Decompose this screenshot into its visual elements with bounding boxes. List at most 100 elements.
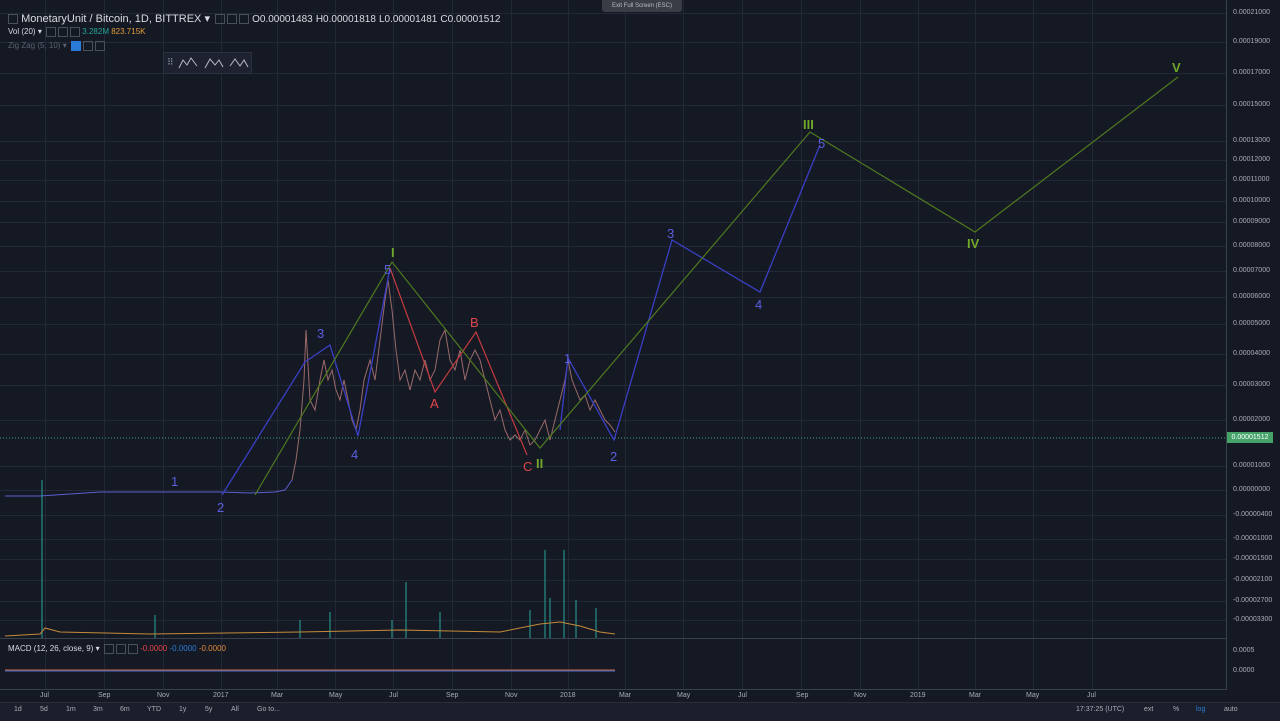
volume-value: 3.282M — [82, 27, 109, 37]
blue-wave-lines — [221, 267, 391, 496]
timeframe-1d[interactable]: 1d — [14, 706, 22, 713]
remove-icon[interactable] — [127, 644, 138, 654]
price-tick: 0.00004000 — [1233, 350, 1270, 357]
price-tick: 0.00021000 — [1233, 9, 1270, 16]
grid-line — [1033, 0, 1034, 690]
ext-toggle[interactable]: ext — [1144, 706, 1154, 713]
log-toggle[interactable]: log — [1196, 706, 1206, 713]
wave-tool-icon[interactable] — [229, 56, 249, 70]
blue-wave-lines-2 — [559, 144, 821, 442]
grid-line — [975, 0, 976, 690]
timeframe-5y[interactable]: 5y — [205, 706, 213, 713]
grid-line — [0, 354, 1226, 355]
green-wave-lines — [254, 76, 1179, 496]
price-axis[interactable]: 0.00021000 0.00019000 0.00017000 0.00015… — [1226, 0, 1280, 690]
timeframe-ytd[interactable]: YTD — [147, 706, 161, 713]
hide-icon[interactable] — [115, 644, 126, 654]
grid-line — [0, 201, 1226, 202]
pane-separator[interactable] — [0, 689, 1280, 690]
wave-label-green-iv: IV — [967, 236, 980, 251]
time-axis[interactable]: Jul Sep Nov 2017 Mar May Jul Sep Nov 201… — [0, 690, 1226, 702]
goto-date-button[interactable]: Go to... — [257, 706, 280, 713]
timeframe-1y[interactable]: 1y — [179, 706, 187, 713]
hide-icon[interactable] — [58, 27, 69, 37]
hide-icon[interactable] — [227, 14, 238, 25]
grid-line — [860, 0, 861, 690]
macd-hist-value: -0.0000 — [140, 644, 168, 654]
dropdown-icon[interactable]: ▾ — [204, 13, 210, 25]
price-tick: 0.00002000 — [1233, 416, 1270, 423]
grid-line — [0, 246, 1226, 247]
settings-icon[interactable] — [82, 41, 93, 51]
wave-tool-icon[interactable] — [204, 56, 224, 70]
grid-line — [0, 620, 1226, 621]
price-tick: 0.00003000 — [1233, 381, 1270, 388]
time-tick: 2017 — [213, 692, 229, 699]
grid-line — [0, 559, 1226, 560]
grid-line — [0, 160, 1226, 161]
price-chart — [0, 76, 1226, 672]
drag-handle-icon[interactable]: ⠿ — [167, 57, 174, 67]
ohlc-low-label: L — [378, 14, 385, 25]
grid-line — [0, 515, 1226, 516]
ohlc-low: 0.00001481 — [384, 14, 438, 25]
dropdown-icon[interactable]: ▾ — [95, 644, 100, 654]
auto-toggle[interactable]: auto — [1224, 706, 1238, 713]
wave-tool-icon[interactable] — [178, 56, 198, 70]
time-tick: 2019 — [910, 692, 926, 699]
grid-line — [163, 0, 164, 690]
visibility-icon[interactable] — [70, 41, 81, 51]
time-tick: Nov — [157, 692, 170, 699]
chart-pane[interactable] — [0, 0, 1226, 638]
volume-legend: Vol (20) ▾ 3.282M 823.715K — [8, 27, 145, 37]
volume-ma — [4, 621, 616, 637]
settings-icon[interactable] — [103, 644, 114, 654]
price-tick: -0.00002100 — [1233, 576, 1273, 583]
time-tick: Sep — [796, 692, 809, 699]
wave-label-green-ii: II — [536, 456, 544, 471]
symbol-title[interactable]: MonetaryUnit / Bitcoin, 1D, BITTREX — [21, 13, 202, 25]
pane-separator[interactable] — [0, 638, 1280, 639]
percent-toggle[interactable]: % — [1173, 706, 1180, 713]
ohlc-open-label: O — [252, 14, 260, 25]
settings-icon[interactable] — [215, 14, 226, 25]
wave-label-green-iii: III — [803, 117, 814, 132]
dropdown-icon[interactable]: ▾ — [62, 41, 67, 51]
remove-icon[interactable] — [239, 14, 250, 25]
timeframe-6m[interactable]: 6m — [120, 706, 130, 713]
zigzag-label[interactable]: Zig Zag (5, 10) — [8, 41, 61, 51]
collapse-icon[interactable] — [8, 14, 18, 25]
macd-signal-value: -0.0000 — [198, 644, 226, 654]
drawing-toolbox: ⠿ — [163, 52, 252, 74]
grid-line — [0, 180, 1226, 181]
timeframe-1m[interactable]: 1m — [66, 706, 76, 713]
clock[interactable]: 17:37:25 (UTC) — [1076, 706, 1125, 713]
volume-label[interactable]: Vol (20) — [8, 27, 36, 37]
remove-icon[interactable] — [94, 41, 105, 51]
grid-line — [0, 466, 1226, 467]
timeframe-all[interactable]: All — [231, 706, 239, 713]
grid-line — [0, 580, 1226, 581]
time-tick: Sep — [446, 692, 459, 699]
timeframe-3m[interactable]: 3m — [93, 706, 103, 713]
symbol-legend: MonetaryUnit / Bitcoin, 1D, BITTREX ▾ O 0… — [8, 12, 501, 25]
grid-line — [625, 0, 626, 690]
grid-line — [0, 601, 1226, 602]
wave-label-blue-1b: 1 — [564, 351, 572, 366]
macd-label[interactable]: MACD (12, 26, close, 9) — [8, 644, 94, 654]
grid-line — [0, 73, 1226, 74]
wave-label-blue-5b: 5 — [818, 136, 826, 151]
price-tick: 0.00015000 — [1233, 101, 1270, 108]
time-tick: Nov — [854, 692, 867, 699]
time-tick: 2018 — [560, 692, 576, 699]
volume-ma-value: 823.715K — [111, 27, 146, 37]
timeframe-5d[interactable]: 5d — [40, 706, 48, 713]
dropdown-icon[interactable]: ▾ — [37, 27, 42, 37]
exit-fullscreen-button[interactable]: Exit Full Screen (ESC) — [602, 0, 682, 12]
ohlc-high: 0.00001818 — [323, 14, 376, 25]
remove-icon[interactable] — [70, 27, 81, 37]
price-tick: -0.00001500 — [1233, 555, 1273, 562]
settings-icon[interactable] — [46, 27, 57, 37]
price-tick: 0.00009000 — [1233, 218, 1270, 225]
time-tick: May — [329, 692, 343, 699]
